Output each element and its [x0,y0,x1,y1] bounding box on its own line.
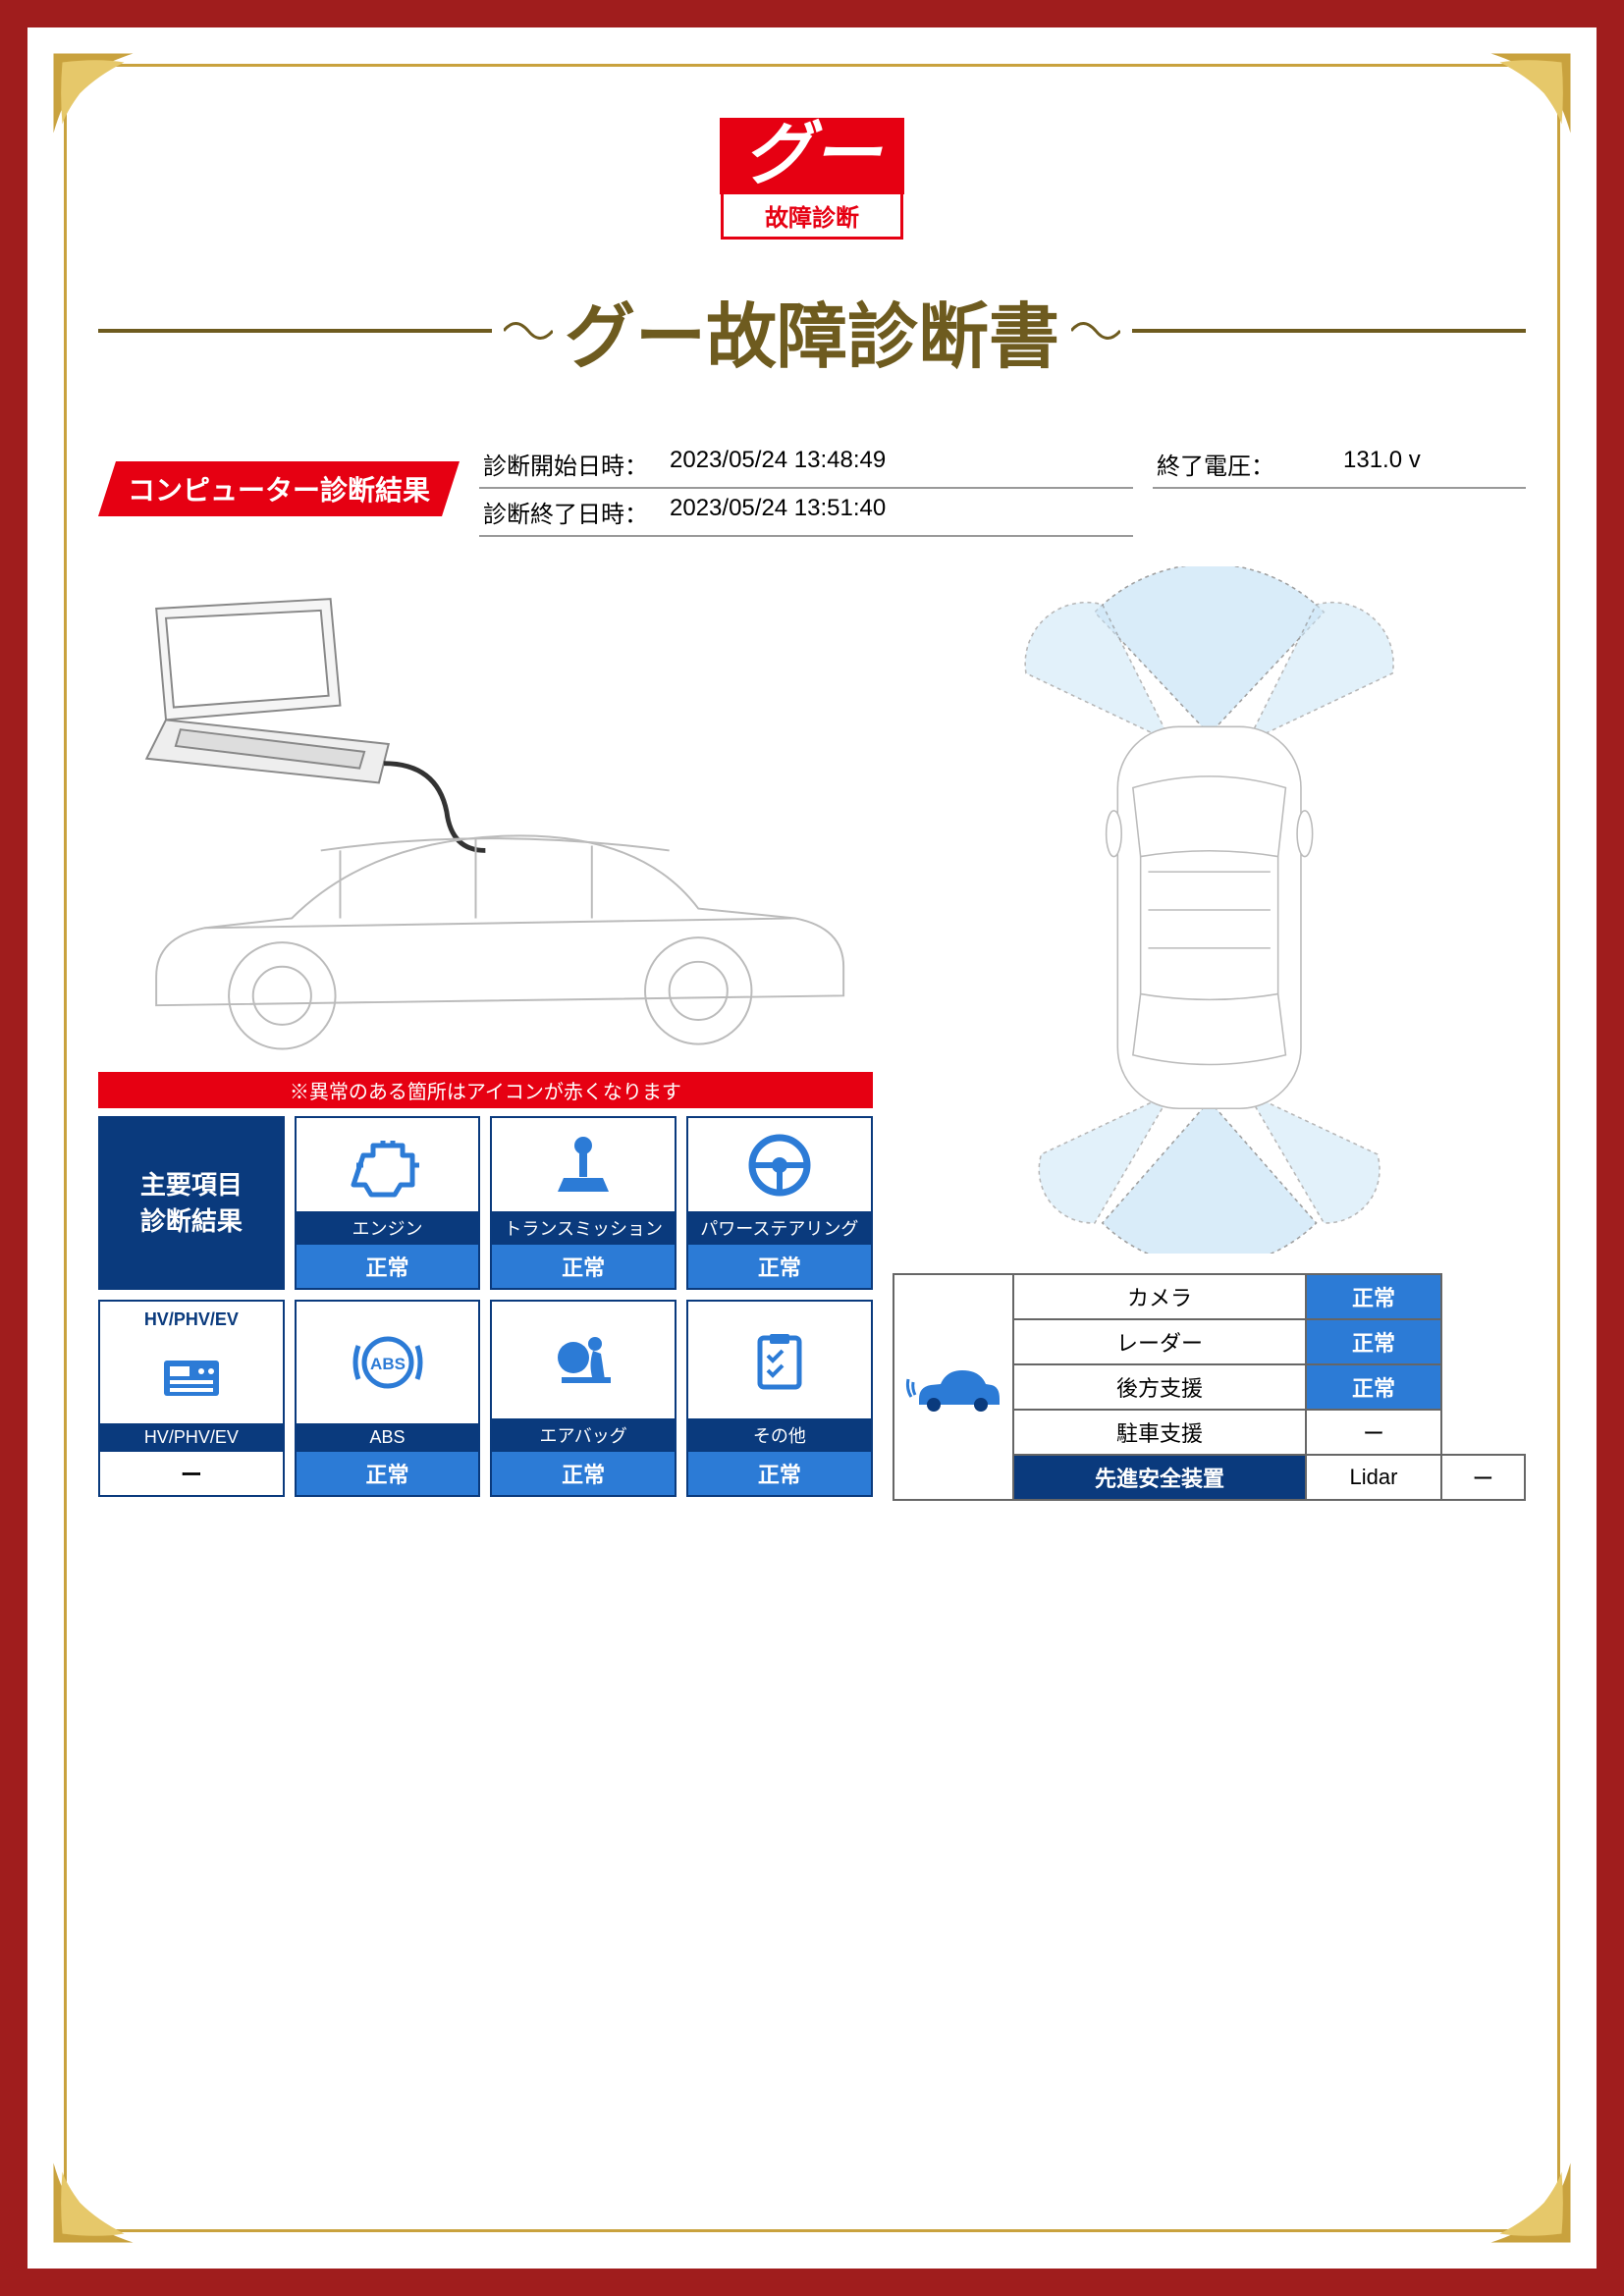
battery-ecu-icon [100,1330,283,1423]
diag-item-engine: エンジン 正常 [295,1116,481,1290]
car-radar-icon [904,1350,1002,1418]
right-column: カメラ 正常 レーダー 正常 後方支援 正常 駐車支援 ー 先進安全装置 L [893,566,1526,1501]
safety-row-status: ー [1441,1455,1525,1500]
abs-icon: ABS [297,1302,479,1423]
diag-item-name: エアバッグ [492,1418,675,1452]
start-time-label: 診断開始日時： [483,447,660,481]
diag-item-airbag: エアバッグ 正常 [490,1300,677,1497]
clipboard-icon [688,1302,871,1418]
safety-row-label: カメラ [1013,1274,1307,1319]
diag-item-name: HV/PHV/EV [100,1423,283,1452]
flourish-left-icon [504,316,553,346]
svg-text:ABS: ABS [370,1355,406,1373]
engine-icon [297,1118,479,1211]
safety-row-status: 正常 [1306,1364,1440,1410]
transmission-icon [492,1118,675,1211]
page-title: グー故障診断書 [565,279,1059,382]
safety-row-label: 後方支援 [1013,1364,1307,1410]
left-column: ※異常のある箇所はアイコンが赤くなります 主要項目 診断結果 エンジン 正常 [98,566,873,1501]
end-time-value: 2023/05/24 13:51:40 [670,495,1129,529]
diag-item-status: 正常 [492,1245,675,1288]
start-time-value: 2023/05/24 13:48:49 [670,447,1129,481]
title-row: グー故障診断書 [98,279,1526,382]
diag-item-name: トランスミッション [492,1211,675,1245]
title-rule-left [98,329,492,333]
safety-row-status: 正常 [1306,1319,1440,1364]
logo-sub-text: 故障診断 [721,194,903,240]
safety-equipment-table: カメラ 正常 レーダー 正常 後方支援 正常 駐車支援 ー 先進安全装置 L [893,1273,1526,1501]
diag-item-powersteering: パワーステアリング 正常 [686,1116,873,1290]
diag-item-status: 正常 [688,1245,871,1288]
end-voltage-label: 終了電圧： [1157,447,1333,481]
diag-item-abs: ABS ABS 正常 [295,1300,481,1497]
diagnostic-grid: 主要項目 診断結果 エンジン 正常 トランスミッション 正常 [98,1116,873,1497]
steering-wheel-icon [688,1118,871,1211]
safety-row-label: Lidar [1306,1455,1440,1500]
diag-item-status: 正常 [297,1245,479,1288]
diag-item-other: その他 正常 [686,1300,873,1497]
diag-item-transmission: トランスミッション 正常 [490,1116,677,1290]
title-rule-right [1132,329,1526,333]
diag-item-name: ABS [297,1423,479,1452]
diag-item-hvphvev: HV/PHV/EV HV/PHV/EV ー [98,1300,285,1497]
laptop-car-diagram-icon [98,566,873,1057]
diag-item-name: パワーステアリング [688,1211,871,1245]
safety-row-status: ー [1306,1410,1440,1455]
section-tag: コンピューター診断結果 [98,461,460,516]
grid-header-main: 主要項目 診断結果 [98,1116,285,1290]
car-sensor-diagram-icon [893,566,1526,1254]
diag-item-name: その他 [688,1418,871,1452]
safety-header: 先進安全装置 [1013,1455,1307,1500]
diag-item-status: 正常 [492,1452,675,1495]
diagnostic-info: 診断開始日時： 2023/05/24 13:48:49 終了電圧： 131.0 … [479,441,1526,537]
diag-item-name: エンジン [297,1211,479,1245]
flourish-right-icon [1071,316,1120,346]
airbag-icon [492,1302,675,1418]
section-header: コンピューター診断結果 診断開始日時： 2023/05/24 13:48:49 … [98,441,1526,537]
safety-row-label: レーダー [1013,1319,1307,1364]
logo-block: グー 故障診断 [98,118,1526,240]
grid-header-line2: 診断結果 [140,1203,243,1239]
safety-row-label: 駐車支援 [1013,1410,1307,1455]
end-voltage-value: 131.0 v [1343,447,1522,481]
page-content: グー 故障診断 グー故障診断書 コンピューター診断結果 診断開始日時： 2023… [98,98,1526,2198]
diagram-row: ※異常のある箇所はアイコンが赤くなります 主要項目 診断結果 エンジン 正常 [98,566,1526,1501]
safety-car-icon-cell [893,1274,1013,1500]
grid-header-line1: 主要項目 [140,1167,243,1202]
diag-item-status: 正常 [688,1452,871,1495]
diag-item-status: 正常 [297,1452,479,1495]
diag-item-status: ー [100,1452,283,1495]
logo-main-text: グー [720,118,904,194]
end-time-label: 診断終了日時： [483,495,660,529]
warning-banner: ※異常のある箇所はアイコンが赤くなります [98,1072,873,1108]
hv-top-label: HV/PHV/EV [144,1302,239,1330]
safety-row-status: 正常 [1306,1274,1440,1319]
